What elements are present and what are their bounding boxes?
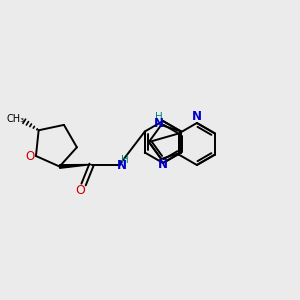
Text: N: N xyxy=(154,116,164,130)
Text: N: N xyxy=(192,110,202,124)
Text: O: O xyxy=(25,149,34,163)
Text: N: N xyxy=(117,159,127,172)
Polygon shape xyxy=(59,164,92,168)
Text: H: H xyxy=(155,112,163,122)
Text: CH₃: CH₃ xyxy=(7,114,25,124)
Text: H: H xyxy=(121,154,128,164)
Text: N: N xyxy=(158,158,168,172)
Text: O: O xyxy=(76,184,85,197)
